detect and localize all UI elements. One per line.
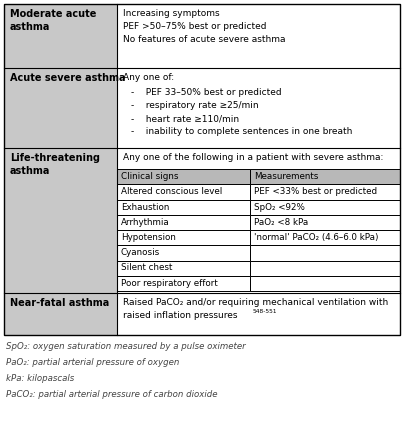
Text: SpO₂: oxygen saturation measured by a pulse oximeter: SpO₂: oxygen saturation measured by a pu… bbox=[6, 342, 246, 351]
Bar bbox=[250, 200, 400, 215]
Bar bbox=[4, 68, 117, 148]
Text: Altered conscious level: Altered conscious level bbox=[121, 187, 222, 196]
Text: -    heart rate ≥110/min: - heart rate ≥110/min bbox=[131, 114, 239, 123]
Text: No features of acute severe asthma: No features of acute severe asthma bbox=[123, 35, 285, 44]
Text: Arrhythmia: Arrhythmia bbox=[121, 218, 170, 227]
Text: Life-threatening: Life-threatening bbox=[10, 153, 100, 163]
Text: Raised PaCO₂ and/or requiring mechanical ventilation with: Raised PaCO₂ and/or requiring mechanical… bbox=[123, 298, 388, 307]
Text: SpO₂ <92%: SpO₂ <92% bbox=[254, 203, 305, 212]
Text: Increasing symptoms: Increasing symptoms bbox=[123, 9, 219, 18]
Text: PaO₂: partial arterial pressure of oxygen: PaO₂: partial arterial pressure of oxyge… bbox=[6, 358, 179, 367]
Text: PEF <33% best or predicted: PEF <33% best or predicted bbox=[254, 187, 377, 196]
Text: Any one of the following in a patient with severe asthma:: Any one of the following in a patient wi… bbox=[123, 153, 383, 162]
Bar bbox=[117, 245, 250, 260]
Bar bbox=[4, 148, 117, 293]
Text: asthma: asthma bbox=[10, 22, 51, 32]
Text: -    inability to complete sentences in one breath: - inability to complete sentences in one… bbox=[131, 127, 352, 136]
Bar bbox=[117, 260, 250, 276]
Text: Poor respiratory effort: Poor respiratory effort bbox=[121, 279, 218, 288]
Text: Moderate acute: Moderate acute bbox=[10, 9, 97, 19]
Bar bbox=[117, 200, 250, 215]
Bar bbox=[4, 4, 117, 68]
Text: Measurements: Measurements bbox=[254, 172, 318, 181]
Bar bbox=[117, 230, 250, 245]
Text: kPa: kilopascals: kPa: kilopascals bbox=[6, 374, 74, 383]
Bar bbox=[117, 184, 250, 200]
Text: 'normal' PaCO₂ (4.6–6.0 kPa): 'normal' PaCO₂ (4.6–6.0 kPa) bbox=[254, 233, 379, 242]
Bar bbox=[4, 4, 400, 335]
Text: Exhaustion: Exhaustion bbox=[121, 203, 169, 212]
Text: PaO₂ <8 kPa: PaO₂ <8 kPa bbox=[254, 218, 308, 227]
Text: asthma: asthma bbox=[10, 166, 51, 176]
Text: raised inflation pressures: raised inflation pressures bbox=[123, 311, 238, 320]
Text: Hypotension: Hypotension bbox=[121, 233, 176, 242]
Bar bbox=[117, 293, 400, 335]
Bar bbox=[250, 245, 400, 260]
Bar bbox=[117, 169, 250, 184]
Bar bbox=[117, 68, 400, 148]
Bar bbox=[250, 215, 400, 230]
Text: Near-fatal asthma: Near-fatal asthma bbox=[10, 298, 109, 308]
Text: Clinical signs: Clinical signs bbox=[121, 172, 178, 181]
Bar bbox=[250, 184, 400, 200]
Bar bbox=[117, 215, 250, 230]
Text: Any one of:: Any one of: bbox=[123, 73, 174, 82]
Text: Acute severe asthma: Acute severe asthma bbox=[10, 73, 126, 83]
Bar bbox=[250, 276, 400, 291]
Bar bbox=[117, 4, 400, 68]
Text: PaCO₂: partial arterial pressure of carbon dioxide: PaCO₂: partial arterial pressure of carb… bbox=[6, 390, 217, 399]
Bar bbox=[250, 169, 400, 184]
Text: 548-551: 548-551 bbox=[253, 309, 278, 314]
Text: -    PEF 33–50% best or predicted: - PEF 33–50% best or predicted bbox=[131, 88, 282, 97]
Text: -    respiratory rate ≥25/min: - respiratory rate ≥25/min bbox=[131, 101, 259, 110]
Text: PEF >50–75% best or predicted: PEF >50–75% best or predicted bbox=[123, 22, 266, 31]
Bar bbox=[4, 293, 117, 335]
Bar bbox=[117, 276, 250, 291]
Text: Cyanosis: Cyanosis bbox=[121, 248, 160, 257]
Text: Silent chest: Silent chest bbox=[121, 264, 172, 273]
Bar bbox=[117, 148, 400, 293]
Bar bbox=[250, 260, 400, 276]
Bar bbox=[250, 230, 400, 245]
